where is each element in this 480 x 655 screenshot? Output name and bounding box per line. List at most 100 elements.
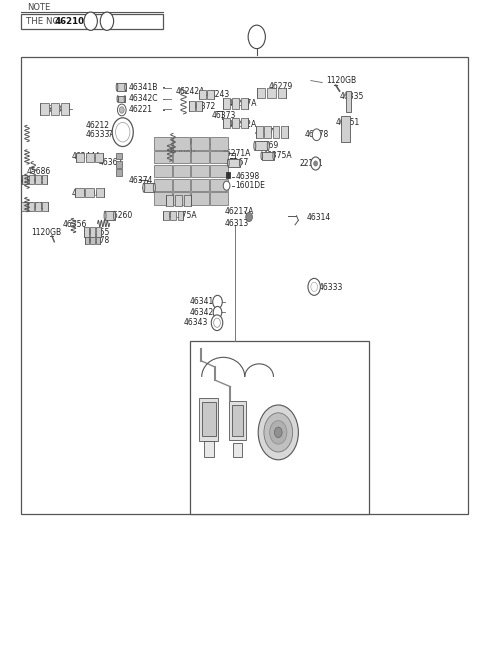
Text: 46237A: 46237A: [186, 138, 216, 147]
Bar: [35, 176, 40, 184]
Ellipse shape: [261, 152, 263, 160]
Bar: [210, 179, 228, 191]
Ellipse shape: [254, 141, 256, 151]
Ellipse shape: [114, 211, 116, 220]
Circle shape: [223, 181, 230, 190]
Text: 46210: 46210: [54, 17, 84, 26]
Bar: [35, 202, 41, 211]
Circle shape: [246, 212, 252, 221]
Bar: [192, 138, 209, 150]
Bar: [192, 192, 209, 204]
Text: 46371: 46371: [254, 128, 278, 137]
Bar: [105, 211, 115, 220]
Text: 46366: 46366: [21, 176, 45, 185]
Circle shape: [270, 421, 287, 444]
FancyBboxPatch shape: [21, 14, 163, 29]
Bar: [175, 195, 182, 206]
Bar: [255, 141, 268, 151]
Text: 46217A: 46217A: [224, 207, 253, 216]
Bar: [233, 443, 242, 457]
Bar: [256, 126, 263, 138]
Bar: [84, 236, 89, 244]
Ellipse shape: [104, 211, 106, 220]
Bar: [207, 90, 215, 99]
Ellipse shape: [153, 183, 156, 192]
Bar: [116, 153, 122, 159]
Bar: [223, 98, 230, 109]
Bar: [229, 401, 246, 440]
Text: ~: ~: [99, 17, 106, 26]
Text: 46267: 46267: [225, 158, 249, 166]
Text: 46314: 46314: [307, 213, 331, 222]
Circle shape: [213, 307, 222, 318]
Text: 1120GB: 1120GB: [326, 76, 356, 85]
Bar: [116, 169, 122, 176]
Text: 46255: 46255: [142, 183, 166, 192]
Bar: [22, 176, 27, 184]
Bar: [240, 118, 248, 128]
Bar: [90, 227, 95, 236]
Text: 46221: 46221: [129, 105, 153, 115]
Bar: [184, 195, 191, 206]
Bar: [96, 236, 100, 244]
Text: 46212: 46212: [86, 121, 110, 130]
Ellipse shape: [117, 96, 119, 102]
Bar: [232, 98, 239, 109]
Text: 46375A: 46375A: [263, 151, 293, 160]
Text: NOTE: NOTE: [27, 3, 50, 12]
Bar: [232, 118, 239, 128]
Text: 46260: 46260: [108, 211, 132, 220]
Text: 46356: 46356: [63, 219, 87, 229]
Bar: [226, 172, 230, 178]
Circle shape: [213, 295, 222, 309]
Bar: [116, 161, 122, 168]
Bar: [163, 211, 169, 220]
Text: 46372: 46372: [191, 102, 216, 111]
Text: 46355: 46355: [86, 227, 110, 236]
Text: 1601DE: 1601DE: [235, 181, 265, 190]
Ellipse shape: [267, 141, 269, 151]
Text: 1120GB: 1120GB: [31, 227, 61, 236]
Ellipse shape: [240, 159, 241, 167]
Text: 46281: 46281: [21, 202, 45, 211]
Bar: [173, 138, 191, 150]
Text: 46333: 46333: [319, 283, 343, 292]
Circle shape: [248, 25, 265, 48]
Text: 46343: 46343: [184, 318, 208, 328]
Bar: [118, 96, 125, 102]
Bar: [210, 138, 228, 150]
Circle shape: [100, 12, 114, 30]
Text: 46279: 46279: [269, 82, 293, 91]
Bar: [96, 188, 104, 197]
Bar: [223, 118, 230, 128]
Bar: [204, 441, 214, 457]
Bar: [166, 195, 173, 206]
Bar: [155, 192, 172, 204]
Bar: [202, 402, 216, 436]
Circle shape: [312, 129, 321, 141]
Bar: [346, 91, 351, 112]
Bar: [40, 103, 48, 115]
Circle shape: [258, 405, 299, 460]
Circle shape: [112, 118, 133, 147]
Text: 2: 2: [105, 18, 109, 24]
Bar: [240, 98, 248, 109]
Bar: [84, 227, 89, 236]
Bar: [262, 152, 274, 160]
Bar: [192, 151, 209, 164]
Bar: [155, 151, 172, 164]
Text: 1: 1: [88, 18, 93, 24]
Text: 46379A: 46379A: [72, 189, 101, 198]
Text: THE NO.: THE NO.: [25, 17, 61, 26]
Bar: [196, 102, 202, 111]
Text: 46342C: 46342C: [129, 94, 158, 103]
Bar: [278, 88, 286, 98]
Bar: [173, 165, 191, 178]
Text: 46398: 46398: [235, 172, 260, 181]
Circle shape: [311, 157, 321, 170]
Bar: [155, 165, 172, 178]
Bar: [42, 202, 48, 211]
Ellipse shape: [124, 96, 126, 102]
Text: 46335: 46335: [339, 92, 364, 101]
Bar: [273, 126, 279, 138]
